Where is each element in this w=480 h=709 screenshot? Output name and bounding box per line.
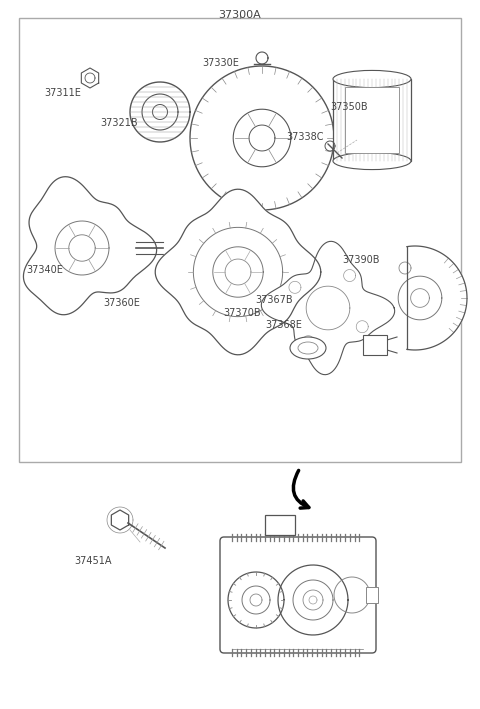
- Polygon shape: [407, 246, 467, 350]
- Text: 37370B: 37370B: [223, 308, 261, 318]
- Text: 37367B: 37367B: [255, 295, 293, 305]
- FancyArrowPatch shape: [293, 470, 309, 508]
- Text: 37321B: 37321B: [100, 118, 138, 128]
- Text: 37390B: 37390B: [342, 255, 380, 265]
- Polygon shape: [24, 177, 156, 315]
- Ellipse shape: [333, 70, 411, 88]
- FancyBboxPatch shape: [220, 537, 376, 653]
- Bar: [19, 18, 461, 462]
- Text: 37300A: 37300A: [218, 10, 262, 20]
- Text: 37340E: 37340E: [26, 265, 63, 275]
- Bar: [333, 79, 411, 161]
- Ellipse shape: [290, 337, 326, 359]
- Bar: [345, 87, 399, 153]
- Text: 37368E: 37368E: [265, 320, 302, 330]
- Ellipse shape: [333, 152, 411, 169]
- Text: 37360E: 37360E: [103, 298, 140, 308]
- Polygon shape: [155, 189, 321, 354]
- Text: 37350B: 37350B: [330, 102, 368, 112]
- Text: 37330E: 37330E: [202, 58, 239, 68]
- Bar: [363, 335, 387, 355]
- Text: 37311E: 37311E: [44, 88, 81, 98]
- Ellipse shape: [298, 342, 318, 354]
- Polygon shape: [261, 241, 395, 374]
- Text: 37451A: 37451A: [74, 556, 111, 566]
- Bar: [265, 515, 295, 535]
- Text: 37338C: 37338C: [286, 132, 324, 142]
- Bar: [366, 587, 378, 603]
